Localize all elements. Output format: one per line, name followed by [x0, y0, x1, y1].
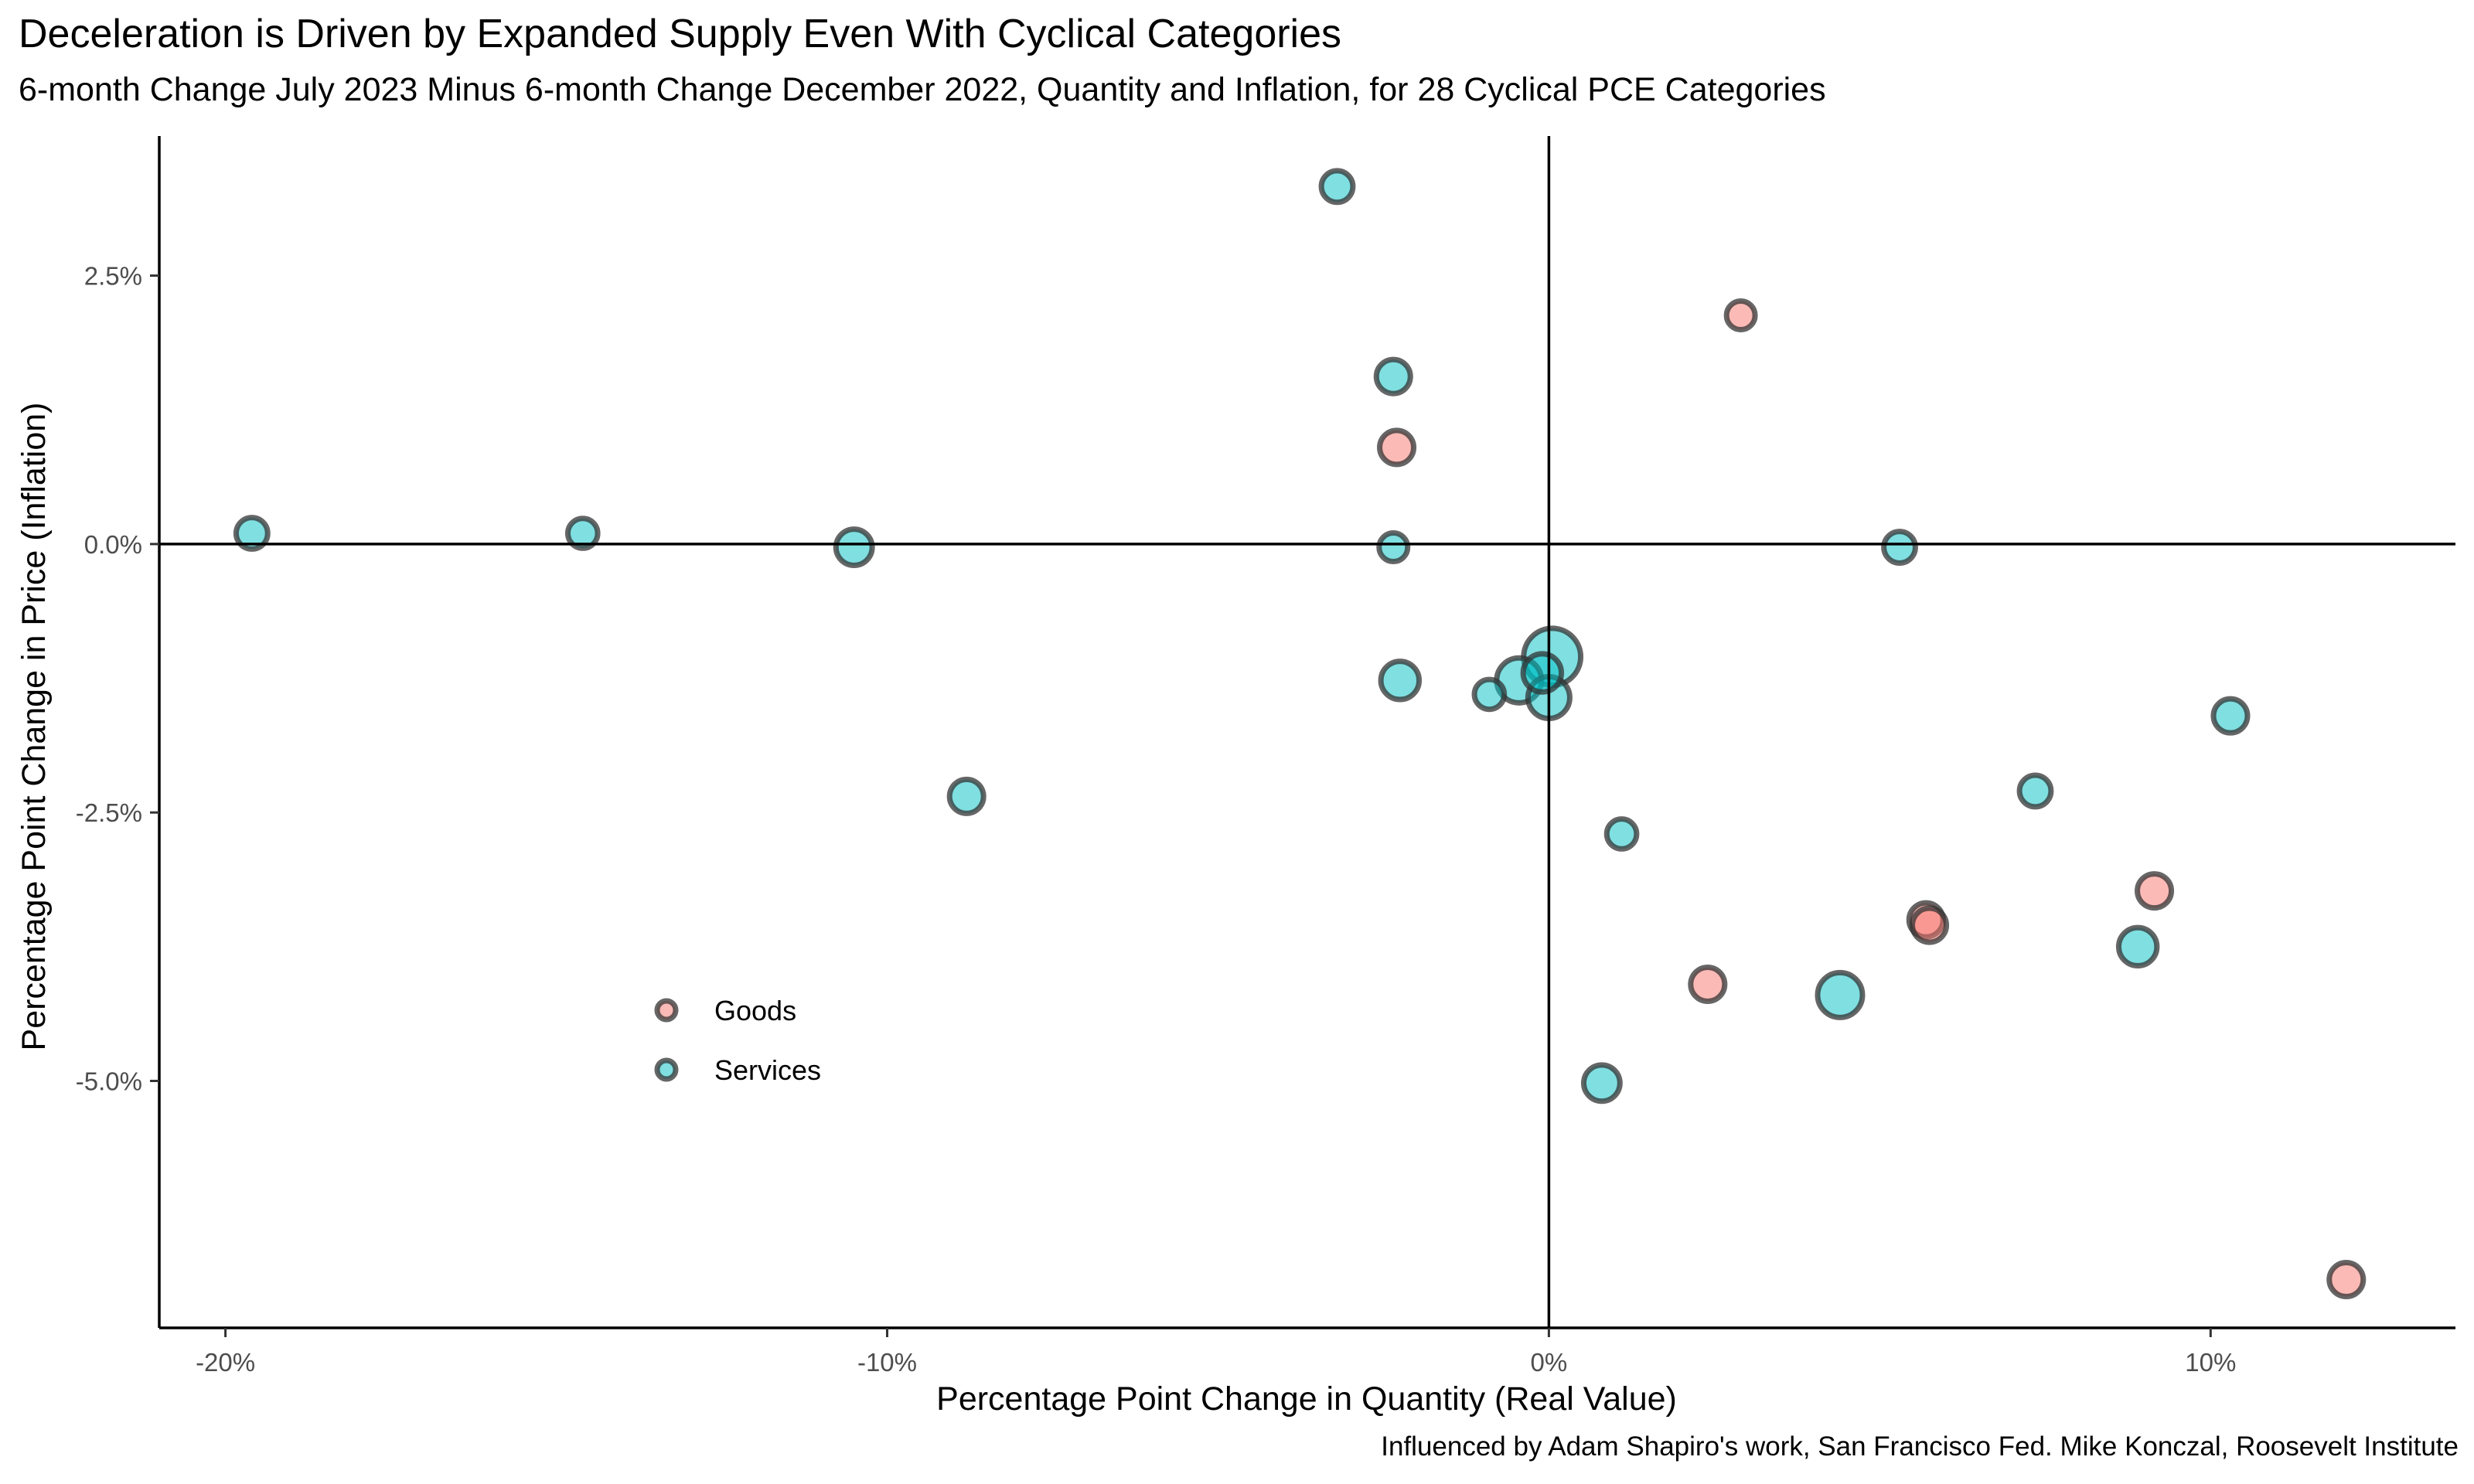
- x-tick-label: 10%: [2185, 1348, 2236, 1377]
- y-tick-label: -2.5%: [76, 798, 142, 827]
- data-point-services: [1520, 651, 1565, 695]
- data-point-services: [833, 526, 875, 568]
- data-point-services: [946, 776, 987, 816]
- data-point-services: [1603, 816, 1640, 852]
- legend-label-services: Services: [714, 1054, 821, 1086]
- x-tick-label: -10%: [857, 1348, 917, 1377]
- y-tick-label: -5.0%: [76, 1067, 142, 1095]
- data-point-goods: [1688, 964, 1728, 1004]
- data-point-services: [2016, 772, 2054, 810]
- data-point-services: [1378, 659, 1423, 703]
- legend-key-services: [654, 1057, 679, 1082]
- data-point-services: [1881, 529, 1918, 566]
- data-point-goods: [2135, 871, 2175, 911]
- data-point-services: [2210, 696, 2251, 736]
- data-point-goods: [1377, 427, 1417, 468]
- data-point-services: [1815, 969, 1866, 1020]
- chart-caption: Influenced by Adam Shapiro's work, San F…: [1381, 1431, 2459, 1462]
- x-tick-label: 0%: [1531, 1348, 1568, 1377]
- data-point-services: [233, 515, 271, 552]
- data-point-services: [1376, 530, 1411, 565]
- data-point-goods: [1723, 298, 1758, 332]
- legend: Goods Services: [654, 995, 821, 1086]
- legend-label-goods: Goods: [714, 995, 796, 1026]
- data-point-services: [1471, 676, 1508, 713]
- y-axis-title: Percentage Point Change in Price (Inflat…: [15, 403, 53, 1051]
- y-tick-label: 2.5%: [84, 262, 142, 291]
- data-point-services: [2115, 924, 2160, 969]
- data-point-services: [1318, 168, 1356, 206]
- data-point-services: [564, 516, 601, 551]
- legend-key-goods: [654, 998, 679, 1023]
- data-points: [233, 168, 2367, 1300]
- data-point-goods: [2326, 1259, 2367, 1300]
- x-axis-ticks: -20% -10% 0% 10%: [196, 1328, 2236, 1377]
- y-tick-label: 0.0%: [84, 530, 142, 559]
- chart-title: Deceleration is Driven by Expanded Suppl…: [19, 12, 1342, 56]
- data-point-services: [1580, 1062, 1623, 1104]
- y-axis-ticks: 2.5% 0.0% -2.5% -5.0%: [76, 262, 159, 1095]
- data-point-services: [1373, 356, 1413, 397]
- chart-subtitle: 6-month Change July 2023 Minus 6-month C…: [19, 71, 1826, 108]
- x-tick-label: -20%: [196, 1348, 255, 1377]
- x-axis-title: Percentage Point Change in Quantity (Rea…: [936, 1380, 1677, 1418]
- data-point-goods: [1910, 905, 1950, 945]
